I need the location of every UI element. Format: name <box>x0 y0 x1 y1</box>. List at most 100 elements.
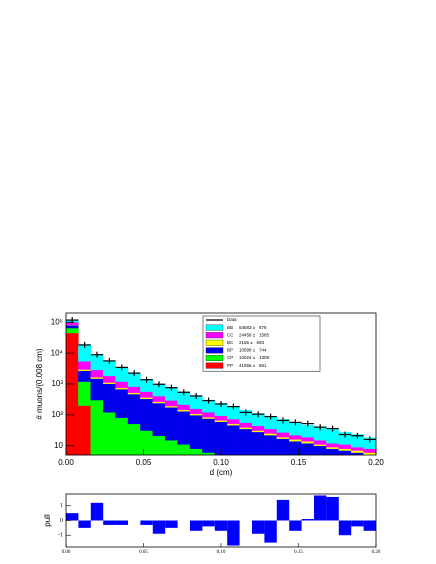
legend-yield: 10024 ± 1308 <box>239 355 269 360</box>
histogram-segment <box>226 418 240 425</box>
pull-bar <box>276 499 290 521</box>
x-tick-label: 0.15 <box>294 550 303 555</box>
legend-swatch <box>205 355 224 361</box>
data-point <box>78 341 91 348</box>
pull-bar <box>227 520 240 546</box>
y-axis-title: pull <box>43 514 52 527</box>
x-tick-label: 0.05 <box>139 550 148 555</box>
legend-yield: 41556 ± 651 <box>239 363 267 368</box>
histogram-segment <box>127 386 141 393</box>
histogram-segment <box>313 445 327 456</box>
histogram-segment <box>239 422 253 428</box>
histogram-segment <box>102 412 116 456</box>
histogram-segment <box>127 393 141 425</box>
legend-label: BB <box>227 325 233 330</box>
data-point <box>115 364 128 371</box>
histogram-segment <box>326 446 339 449</box>
legend-swatch <box>205 362 224 369</box>
histogram-segment <box>202 418 215 453</box>
histogram-segment <box>177 404 191 411</box>
histogram-segment <box>239 427 253 430</box>
histogram-segment <box>152 435 166 456</box>
histogram-segment <box>78 361 92 370</box>
histogram-segment <box>65 325 79 329</box>
histogram-segment <box>115 381 129 389</box>
data-point <box>276 417 290 424</box>
data-point <box>140 376 153 383</box>
histogram-segment <box>301 441 315 444</box>
pull-bar <box>326 496 339 521</box>
histogram-segment <box>276 438 290 456</box>
histogram-segment <box>351 446 364 451</box>
histogram-segment <box>202 411 215 418</box>
histogram-segment <box>78 405 92 456</box>
pull-bar <box>140 520 153 525</box>
histogram-segment <box>351 450 364 453</box>
histogram-segment <box>301 425 315 438</box>
data-point <box>351 432 364 439</box>
histogram-segment <box>264 428 277 434</box>
histogram-segment <box>301 443 315 456</box>
legend-label: BC <box>227 340 234 345</box>
x-tick-label: 0.00 <box>62 550 71 555</box>
histogram-segment <box>152 395 166 402</box>
data-point <box>202 397 215 404</box>
legend-yield: 10598 ± 744 <box>239 348 267 353</box>
y-tick-label: 0 <box>60 518 63 524</box>
histogram-segment <box>140 391 153 398</box>
pull-bar <box>338 520 352 536</box>
histogram-segment <box>115 417 129 456</box>
x-tick-label: 0.10 <box>213 458 229 467</box>
histogram-segment <box>276 432 290 438</box>
data-point <box>214 400 228 407</box>
histogram-segment <box>140 398 153 431</box>
histogram-segment <box>177 444 191 456</box>
histogram-segment <box>338 448 352 451</box>
y-axis-title: # muons/(0.008 cm) <box>35 348 44 419</box>
legend-yield: 54583 ± 678 <box>239 325 267 330</box>
pull-bar <box>351 520 364 527</box>
histogram-segment <box>226 425 240 456</box>
data-point <box>239 409 252 416</box>
pull-bar <box>152 520 166 534</box>
legend-label: BP <box>227 348 233 353</box>
histogram-segment <box>115 388 129 418</box>
pull-bar <box>252 520 265 534</box>
pull-bar <box>214 520 228 531</box>
legend-label: CP <box>227 355 233 360</box>
legend-label: PP <box>227 363 233 368</box>
pull-bar <box>264 520 277 543</box>
histogram-segment <box>251 425 265 431</box>
histogram-segment <box>102 383 116 413</box>
legend-swatch <box>205 339 224 346</box>
pull-bar <box>78 520 91 528</box>
data-point <box>165 384 178 391</box>
y-tick-label: 10³ <box>51 379 63 388</box>
histogram-segment <box>289 441 302 456</box>
histogram-segment <box>189 414 203 449</box>
data-point <box>90 351 104 358</box>
pull-bar <box>289 520 302 531</box>
y-tick-label: 10⁴ <box>51 348 64 357</box>
histogram-segment <box>338 450 352 456</box>
data-point <box>363 436 376 443</box>
pull-bar <box>202 520 215 527</box>
legend-label: Data <box>227 317 237 322</box>
y-tick-label: 10 <box>54 441 63 450</box>
data-point <box>177 389 190 396</box>
y-tick-label: 10² <box>51 410 63 419</box>
data-point <box>338 431 352 438</box>
histogram-segment <box>78 370 92 382</box>
pull-bar <box>301 519 314 521</box>
data-point <box>128 370 141 377</box>
x-tick-label: 0.15 <box>291 458 307 467</box>
histogram-segment <box>326 443 339 448</box>
data-point <box>152 381 166 388</box>
x-tick-label: 0.10 <box>217 550 226 555</box>
x-tick-label: 0.20 <box>372 550 381 555</box>
histogram-segment <box>276 436 290 439</box>
histogram-segment <box>140 430 153 456</box>
histogram-segment <box>226 423 240 426</box>
histogram-segment <box>78 381 92 406</box>
